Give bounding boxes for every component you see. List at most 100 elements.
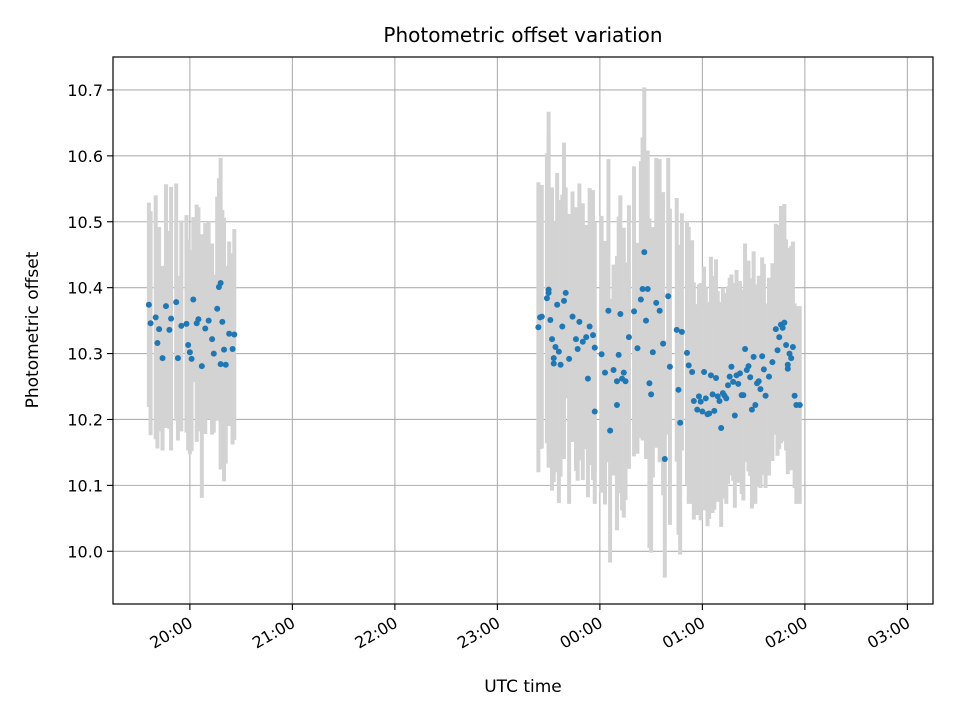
data-point [625,334,632,341]
data-point [769,359,776,366]
data-point [666,363,673,370]
data-point [576,318,583,325]
data-point [641,249,648,256]
y-tick-label: 10.7 [67,81,103,100]
data-point [735,380,742,387]
data-point [166,326,173,333]
data-point [716,398,723,405]
data-point [195,316,202,323]
data-point [718,425,725,432]
data-point [561,297,567,304]
data-point [607,427,614,434]
data-point [685,362,692,369]
data-point [725,382,731,389]
data-point [796,401,803,408]
data-point [730,378,737,385]
data-point [584,375,591,382]
data-point [185,341,192,348]
data-point [665,293,672,300]
data-point [183,320,190,327]
data-point [566,355,573,362]
data-point [748,406,755,413]
data-point [766,373,772,380]
data-point [574,345,581,352]
data-point [555,348,562,355]
data-point [675,386,682,393]
data-point [217,361,224,368]
data-point [762,392,769,399]
data-point [174,355,181,362]
data-point [583,334,590,341]
data-point [620,369,627,376]
data-point [613,378,620,385]
data-point [644,285,651,292]
data-point [562,289,569,296]
data-point [759,353,766,360]
data-point [190,296,197,303]
data-point [752,401,759,408]
data-point [557,361,564,368]
data-point [622,378,629,385]
y-tick-label: 10.6 [67,147,103,166]
y-tick-label: 10.5 [67,213,103,232]
data-point [538,313,545,320]
data-point [707,372,714,379]
data-point [152,314,159,321]
data-point [205,317,212,324]
data-point [559,323,566,330]
data-point [617,311,624,318]
data-point [709,391,716,398]
data-point [755,378,762,385]
data-point [631,308,638,315]
data-point [615,351,622,358]
data-point [145,301,152,308]
data-point [550,355,557,362]
data-point [209,336,216,343]
data-point [569,313,576,320]
plot-frame [112,56,934,605]
y-tick-label: 10.4 [67,279,103,298]
y-tick-label: 10.3 [67,345,103,364]
data-point [747,374,754,381]
data-point [231,331,238,338]
data-point [702,395,709,402]
data-point [776,334,783,341]
data-point [699,408,706,415]
data-point [545,286,552,293]
data-point [789,343,796,350]
data-point [731,412,738,419]
data-point [760,366,767,373]
data-point [772,326,779,333]
data-point [646,380,653,387]
data-point [781,319,788,326]
data-point [637,296,644,303]
data-point [689,369,696,376]
data-point [186,349,193,356]
data-point [613,401,620,408]
data-point [726,373,733,380]
y-tick-label: 10.1 [67,476,103,495]
data-point [210,350,217,357]
data-point [226,330,233,337]
data-point [214,305,221,312]
data-point [173,299,180,306]
data-point [586,323,593,330]
chart-title: Photometric offset variation [383,23,662,47]
data-point [728,363,735,370]
y-tick-label: 10.2 [67,410,103,429]
data-point [701,369,708,376]
data-point [598,351,605,358]
data-point [549,336,556,343]
data-point [217,280,224,287]
data-point [554,301,561,308]
data-point [714,393,721,400]
data-point [736,370,743,377]
data-point [783,341,790,348]
data-point [742,345,749,352]
data-points [145,249,803,463]
data-point [634,345,641,352]
x-axis-label: UTC time [484,677,562,697]
data-point [188,355,195,362]
